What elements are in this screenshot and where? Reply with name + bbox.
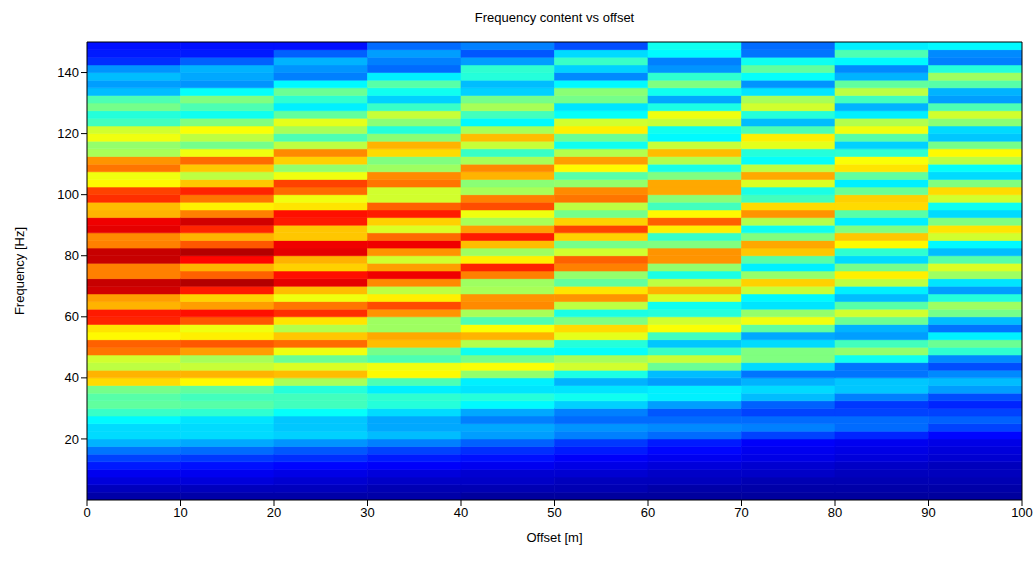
svg-text:50: 50 [547,505,561,520]
html-text:Frequency content vs offset: Frequency content vs offset [474,10,635,25]
svg-text:0: 0 [83,505,90,520]
html-text:Frequency [Hz]: Frequency [Hz] [12,226,27,316]
svg-text:40: 40 [65,370,79,385]
svg-text:60: 60 [65,309,79,324]
svg-text:20: 20 [267,505,281,520]
svg-text:60: 60 [641,505,655,520]
svg-text:30: 30 [360,505,374,520]
svg-text:80: 80 [828,505,842,520]
svg-text:90: 90 [921,505,935,520]
svg-text:120: 120 [57,126,79,141]
svg-text:40: 40 [454,505,468,520]
html-text:Offset [m]: Offset [m] [526,530,583,545]
svg-text:80: 80 [65,248,79,263]
svg-text:70: 70 [734,505,748,520]
svg-text:10: 10 [173,505,187,520]
svg-text:20: 20 [65,432,79,447]
svg-text:100: 100 [1011,505,1033,520]
svg-text:140: 140 [57,65,79,80]
svg-text:100: 100 [57,187,79,202]
